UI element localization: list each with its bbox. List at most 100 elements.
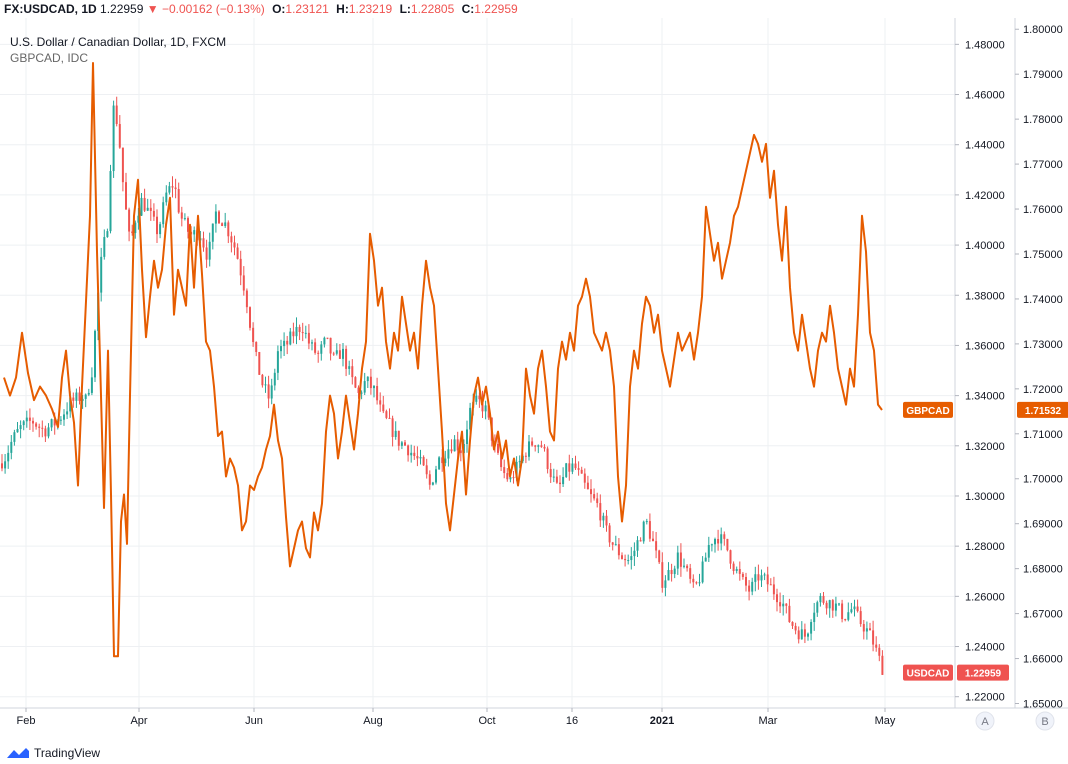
gbpcad-axis-label: 1.75000 bbox=[1023, 249, 1063, 261]
open-value: 1.23121 bbox=[285, 2, 329, 16]
usdcad-candle-body bbox=[53, 419, 56, 426]
usdcad-candle-body bbox=[670, 570, 673, 575]
legend-compare-symbol[interactable]: GBPCAD, IDC bbox=[10, 51, 89, 65]
usdcad-candle-body bbox=[295, 326, 298, 337]
last-price: 1.22959 bbox=[100, 2, 144, 16]
usdcad-axis-label: 1.46000 bbox=[965, 90, 1005, 102]
usdcad-candle-body bbox=[850, 609, 853, 613]
usdcad-candle-body bbox=[813, 612, 816, 623]
usdcad-candle-body bbox=[729, 550, 732, 564]
gbpcad-axis-label: 1.65000 bbox=[1023, 699, 1063, 711]
usdcad-candle-body bbox=[28, 417, 31, 421]
usdcad-candle-body bbox=[143, 197, 146, 211]
usdcad-candle-body bbox=[416, 456, 419, 459]
usdcad-candle-body bbox=[658, 550, 661, 563]
usdcad-candle-body bbox=[807, 633, 809, 637]
usdcad-candle-body bbox=[252, 327, 255, 343]
usdcad-candle-body bbox=[568, 463, 571, 472]
axis-a-button[interactable] bbox=[975, 711, 995, 731]
usdcad-candle-body bbox=[751, 581, 754, 592]
usdcad-candle-body bbox=[683, 565, 685, 567]
usdcad-candle-body bbox=[772, 584, 775, 595]
usdcad-candle-body bbox=[791, 621, 794, 626]
usdcad-candle-body bbox=[506, 473, 509, 480]
usdcad-candle-body bbox=[617, 544, 620, 556]
usdcad-candle-body bbox=[357, 387, 360, 393]
usdcad-candle-body bbox=[648, 521, 651, 539]
time-axis-label: 2021 bbox=[650, 715, 674, 727]
gbpcad-axis-label: 1.69000 bbox=[1023, 519, 1063, 531]
usdcad-candle-body bbox=[106, 231, 109, 238]
usdcad-candle-body bbox=[376, 386, 379, 401]
usdcad-candle-body bbox=[726, 538, 729, 551]
usdcad-candle-body bbox=[760, 575, 763, 581]
usdcad-candle-body bbox=[292, 331, 295, 337]
usdcad-candle-body bbox=[81, 398, 84, 401]
usdcad-candle-body bbox=[270, 385, 273, 399]
usdcad-candle-body bbox=[639, 540, 642, 542]
usdcad-candle-body bbox=[115, 105, 118, 125]
usdcad-candle-body bbox=[869, 628, 871, 631]
usdcad-candle-body bbox=[797, 630, 800, 640]
usdcad-candle-body bbox=[689, 568, 692, 579]
usdcad-candle-body bbox=[679, 552, 682, 567]
usdcad-candle-body bbox=[50, 419, 53, 428]
axis-a-label: A bbox=[981, 716, 989, 728]
close-value: 1.22959 bbox=[474, 2, 518, 16]
gbpcad-name-tag bbox=[903, 401, 953, 418]
usdcad-candle-body bbox=[360, 392, 363, 394]
gbpcad-axis-label: 1.74000 bbox=[1023, 294, 1063, 306]
usdcad-candle-body bbox=[47, 427, 50, 437]
time-axis-label: Feb bbox=[17, 715, 36, 727]
usdcad-candle-body bbox=[459, 450, 462, 454]
tradingview-logo-icon bbox=[7, 748, 29, 758]
usdcad-candle-body bbox=[828, 600, 831, 609]
usdcad-candle-body bbox=[586, 482, 589, 490]
usdcad-candle-body bbox=[428, 474, 431, 485]
symbol-name[interactable]: FX:USDCAD, 1D bbox=[4, 2, 97, 16]
usdcad-candle-body bbox=[497, 443, 499, 453]
time-axis-label: Aug bbox=[363, 715, 383, 727]
usdcad-candle-body bbox=[602, 515, 605, 521]
gbpcad-price-tag-label: 1.71532 bbox=[1025, 406, 1062, 417]
usdcad-candle-body bbox=[218, 211, 220, 224]
usdcad-candle-body bbox=[608, 525, 611, 543]
gbpcad-line-path bbox=[3, 62, 883, 658]
usdcad-candle-body bbox=[410, 452, 413, 456]
price-chart[interactable]: 1.48000 1.46000 1.44000 1.42000 1.40000 1.380… bbox=[0, 0, 1068, 740]
usdcad-candle-body bbox=[118, 124, 121, 148]
legend-main-symbol[interactable]: U.S. Dollar / Canadian Dollar, 1D, FXCM bbox=[10, 35, 227, 49]
usdcad-candle-body bbox=[450, 449, 453, 452]
usdcad-candle-body bbox=[621, 555, 623, 559]
usdcad-candle-body bbox=[422, 457, 425, 466]
usdcad-candle-body bbox=[168, 186, 171, 193]
gbpcad-axis-label: 1.68000 bbox=[1023, 564, 1063, 576]
usdcad-candle-body bbox=[559, 482, 561, 485]
axis-b-button[interactable] bbox=[1035, 711, 1055, 731]
brand-name: TradingView bbox=[34, 746, 101, 760]
footer-brand[interactable]: TradingView bbox=[6, 744, 100, 762]
usdcad-candle-body bbox=[484, 405, 487, 412]
usdcad-candle-body bbox=[366, 376, 369, 382]
usdcad-candle-body bbox=[754, 574, 757, 582]
usdcad-candle-body bbox=[611, 542, 614, 545]
usdcad-candle-body bbox=[112, 105, 115, 172]
usdcad-candle-body bbox=[816, 602, 819, 613]
usdcad-candle-body bbox=[109, 171, 112, 232]
usdcad-candle-body bbox=[345, 348, 348, 369]
usdcad-candle-body bbox=[788, 605, 791, 622]
usdcad-candle-body bbox=[382, 404, 385, 412]
usdcad-candle-body bbox=[673, 568, 676, 575]
usdcad-candle-body bbox=[518, 461, 521, 463]
usdcad-candle-body bbox=[509, 477, 512, 480]
usdcad-candle-body bbox=[419, 457, 422, 459]
usdcad-candle-body bbox=[245, 290, 248, 308]
usdcad-candle-body bbox=[335, 350, 338, 354]
gbpcad-axis-label: 1.78000 bbox=[1023, 114, 1063, 126]
usdcad-candle-body bbox=[351, 366, 354, 378]
usdcad-candle-body bbox=[121, 147, 124, 183]
usdcad-candle-body bbox=[404, 442, 406, 446]
usdcad-candle-body bbox=[819, 595, 822, 603]
usdcad-candle-body bbox=[134, 222, 137, 234]
chart-area[interactable]: 1.48000 1.46000 1.44000 1.42000 1.40000 1.380… bbox=[0, 0, 1068, 740]
